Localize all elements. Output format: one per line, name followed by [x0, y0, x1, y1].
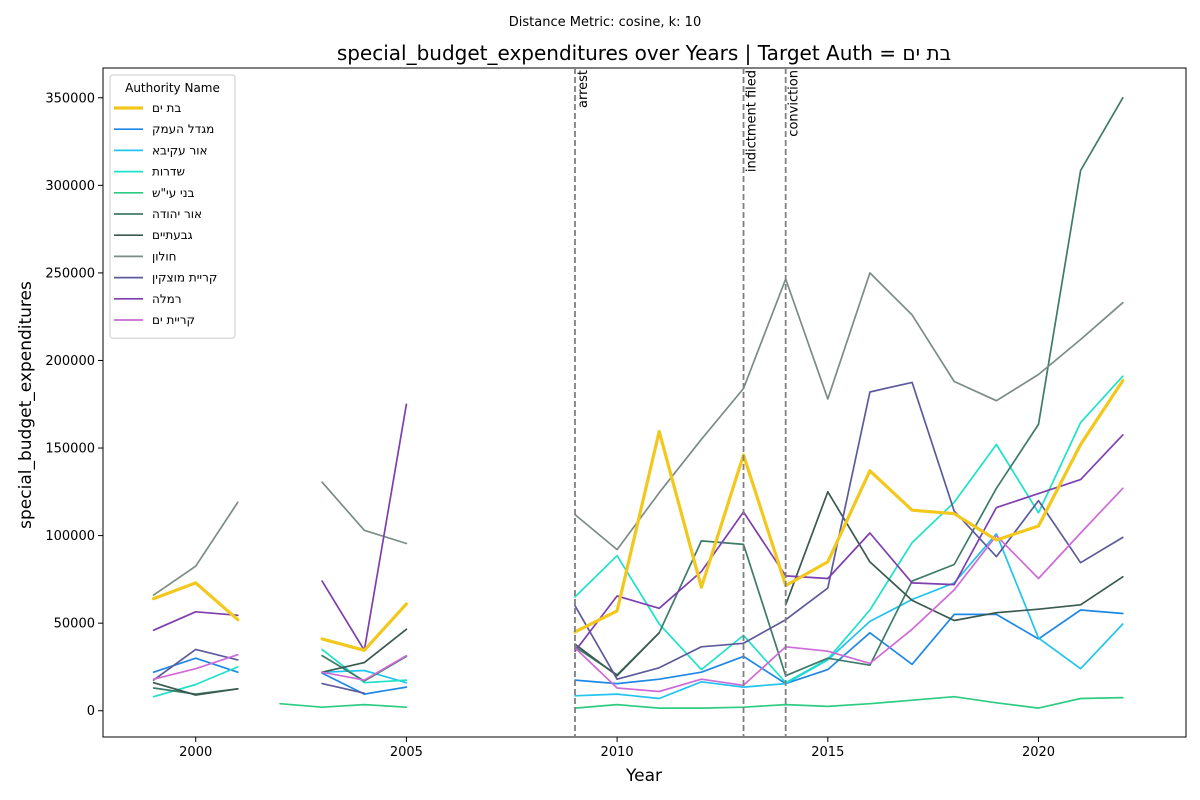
series-line [574, 272, 1124, 551]
series-line [152, 666, 239, 698]
y-tick-label: 300000 [45, 179, 95, 194]
series-line [574, 532, 1124, 700]
x-tick-label: 2010 [601, 745, 634, 760]
legend-label: בני עי"ש [152, 186, 195, 200]
x-tick-label: 2020 [1022, 745, 1055, 760]
legend: Authority Name בת ים מגדל העמק אור עקיבא שדר… [109, 74, 236, 339]
legend-box [109, 74, 236, 339]
legend-label: רמלה [152, 292, 182, 306]
x-tick-label: 2015 [811, 745, 844, 760]
series-line [279, 702, 408, 709]
event-label: indictment filed [745, 70, 760, 172]
y-tick-label: 50000 [54, 617, 95, 632]
series-line [321, 648, 408, 684]
y-tick-label: 350000 [45, 91, 95, 106]
plot-area: 2000 2005 2010 2015 2020 0 50000 100000 150000 20… [45, 67, 1187, 760]
series-line [152, 653, 239, 681]
y-tick-label: 100000 [45, 529, 95, 544]
legend-label: שדרות [152, 165, 185, 179]
y-tick-label: 0 [87, 704, 95, 719]
plot-frame [102, 67, 1187, 738]
series-line [573, 379, 1125, 634]
y-tick-label: 150000 [45, 442, 95, 457]
x-tick-label: 2005 [390, 745, 423, 760]
legend-label: קריית מוצקין [152, 271, 217, 285]
series-line [574, 695, 1124, 709]
event-label: arrest [576, 70, 591, 108]
series-line [574, 381, 1124, 681]
y-tick-label: 200000 [45, 354, 95, 369]
series-line [321, 628, 408, 674]
series-line [321, 654, 408, 681]
legend-label: מגדל העמק [152, 122, 214, 136]
series-line [321, 672, 408, 695]
series-line [574, 609, 1124, 685]
series-line [320, 602, 408, 652]
series-line [574, 487, 1124, 693]
legend-label: קריית ים [152, 313, 195, 327]
y-tick-label: 250000 [45, 266, 95, 281]
series-line [574, 96, 1124, 677]
y-axis-label: special_budget_expenditures [16, 281, 36, 529]
series-line [321, 481, 408, 545]
series-line [574, 434, 1124, 653]
x-tick-label: 2000 [179, 745, 212, 760]
series-line [321, 682, 366, 695]
series-line [784, 490, 1124, 622]
event-label: conviction [787, 70, 802, 137]
series-line [574, 375, 1124, 684]
series-line [152, 681, 239, 696]
series-line [152, 648, 239, 681]
legend-label: גבעתיים [152, 228, 193, 242]
chart-suptitle: Distance Metric: cosine, k: 10 [509, 15, 701, 30]
series-line [152, 610, 239, 632]
legend-label: אור יהודה [152, 207, 202, 221]
legend-label: בת ים [152, 101, 181, 115]
legend-label: אור עקיבא [152, 143, 208, 157]
legend-title: Authority Name [125, 81, 220, 95]
series-line [321, 669, 408, 684]
legend-label: חולון [152, 249, 176, 263]
series-line [574, 631, 661, 677]
series-line [152, 657, 239, 674]
series-line [321, 403, 408, 652]
series-line [152, 501, 239, 596]
series-line [152, 581, 240, 622]
x-axis-label: Year [625, 766, 662, 786]
chart-title: special_budget_expenditures over Years |… [337, 41, 951, 65]
